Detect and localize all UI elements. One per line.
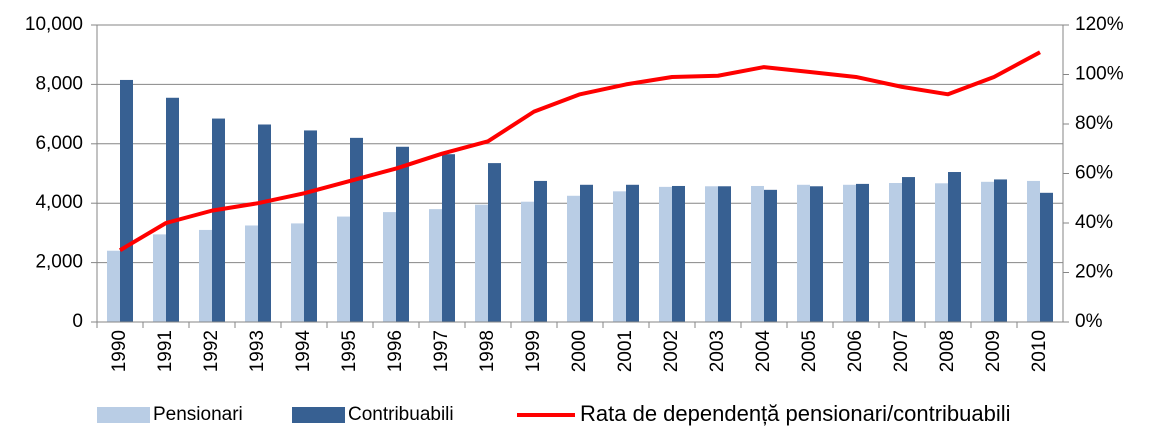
bar	[475, 204, 488, 322]
bar	[626, 184, 639, 322]
bar	[659, 186, 672, 322]
bar	[856, 183, 869, 322]
bar	[810, 186, 823, 322]
bar	[107, 250, 120, 322]
x-tick-label: 1991	[155, 330, 176, 372]
bar	[350, 137, 363, 322]
x-tick-label: 1993	[247, 330, 268, 372]
x-tick-label: 1992	[201, 330, 222, 372]
bar	[843, 184, 856, 322]
bar	[981, 181, 994, 322]
legend-swatch	[97, 407, 150, 423]
bar	[304, 130, 317, 322]
legend-label: Pensionari	[153, 404, 243, 425]
bar	[764, 189, 777, 322]
y2-tick-label: 40%	[1075, 212, 1113, 233]
x-tick-label: 2009	[983, 330, 1004, 372]
y-tick-label: 8,000	[35, 73, 83, 94]
bar	[521, 201, 534, 322]
x-tick-label: 1990	[109, 330, 130, 372]
bar	[948, 172, 961, 322]
bar	[705, 186, 718, 322]
y-tick-label: 0	[72, 311, 83, 332]
bar	[534, 180, 547, 322]
bar	[1040, 192, 1053, 322]
x-tick-label: 1996	[385, 330, 406, 372]
x-tick-label: 2008	[937, 330, 958, 372]
bar	[797, 184, 810, 322]
bar	[199, 229, 212, 322]
bar	[718, 186, 731, 322]
bar	[291, 223, 304, 322]
bar	[337, 216, 350, 322]
bar	[672, 185, 685, 322]
bar	[396, 146, 409, 322]
y2-tick-label: 100%	[1075, 64, 1124, 85]
bar	[166, 97, 179, 322]
y2-tick-label: 20%	[1075, 262, 1113, 283]
y-tick-label: 2,000	[35, 252, 83, 273]
y2-tick-label: 0%	[1075, 311, 1103, 332]
line	[118, 50, 1041, 252]
bar	[488, 163, 501, 322]
bar	[613, 191, 626, 322]
bar	[751, 185, 764, 322]
y-tick-label: 6,000	[35, 133, 83, 154]
x-tick-label: 1997	[431, 330, 452, 372]
legend-label: Rata de dependență pensionari/contribuab…	[580, 401, 1011, 426]
x-tick-label: 2002	[661, 330, 682, 372]
bar	[212, 118, 225, 323]
bar	[120, 79, 133, 322]
bar	[994, 179, 1007, 322]
bar	[258, 124, 271, 323]
x-tick-label: 1999	[523, 330, 544, 372]
x-tick-label: 2010	[1029, 330, 1050, 372]
y-tick-label: 10,000	[25, 14, 83, 35]
bar	[442, 154, 455, 322]
bar	[383, 212, 396, 322]
x-tick-label: 1995	[339, 330, 360, 372]
x-tick-label: 2005	[799, 330, 820, 372]
bar	[429, 209, 442, 322]
bar	[153, 234, 166, 322]
x-tick-label: 2003	[707, 330, 728, 372]
bar	[567, 195, 580, 322]
x-tick-label: 1998	[477, 330, 498, 372]
legend-swatch	[292, 407, 345, 423]
x-tick-label: 1994	[293, 330, 314, 373]
y2-tick-label: 60%	[1075, 163, 1113, 184]
bar	[902, 177, 915, 322]
bar	[245, 225, 258, 322]
x-tick-label: 2006	[845, 330, 866, 372]
y2-tick-label: 120%	[1075, 14, 1124, 35]
bar	[580, 184, 593, 322]
x-tick-label: 2001	[615, 330, 636, 372]
bar	[889, 183, 902, 322]
x-tick-label: 2000	[569, 330, 590, 372]
y-tick-label: 4,000	[35, 192, 83, 213]
x-tick-label: 2004	[753, 330, 774, 373]
y2-tick-label: 80%	[1075, 113, 1113, 134]
legend-label: Contribuabili	[348, 404, 454, 425]
bar	[1027, 180, 1040, 322]
bar	[935, 183, 948, 322]
x-tick-label: 2007	[891, 330, 912, 372]
